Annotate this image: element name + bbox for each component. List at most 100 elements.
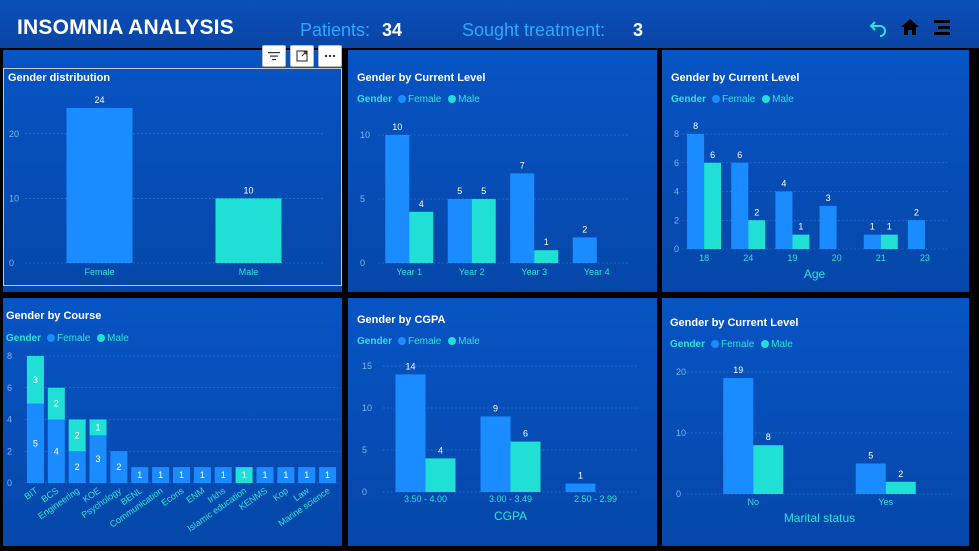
x-tick-label: Kop <box>271 485 290 502</box>
y-tick-label: 0 <box>676 489 681 499</box>
legend-female[interactable]: Female <box>408 94 442 105</box>
legend-male[interactable]: Male <box>771 339 793 350</box>
focus-mode-icon[interactable] <box>290 45 314 67</box>
y-tick-label: 2 <box>674 215 679 225</box>
female-dot-icon <box>711 340 720 348</box>
y-tick-label: 10 <box>362 403 372 413</box>
data-label: 2 <box>898 469 903 479</box>
chart-legend: Gender Female Male <box>670 339 795 350</box>
data-label: 6 <box>710 150 715 160</box>
x-tick-label: 23 <box>920 253 930 263</box>
data-label: 1 <box>221 470 226 480</box>
y-tick-label: 4 <box>7 415 12 425</box>
bar <box>395 374 426 492</box>
data-label: 24 <box>94 95 104 105</box>
bar <box>731 162 749 249</box>
legend-female[interactable]: Female <box>721 339 755 350</box>
data-label: 1 <box>887 222 892 232</box>
gender-by-age-tile[interactable]: Gender by Current Level Gender Female Mal… <box>662 50 969 292</box>
data-label: 6 <box>523 429 528 439</box>
male-dot-icon <box>448 337 457 345</box>
y-tick-label: 6 <box>674 158 679 168</box>
tile-title: Gender distribution <box>8 72 111 84</box>
bar <box>215 198 282 263</box>
bar <box>907 220 925 249</box>
bar <box>885 481 916 494</box>
home-icon[interactable] <box>898 16 922 38</box>
bar <box>880 234 898 249</box>
more-options-icon[interactable] <box>318 45 342 67</box>
gender-by-marital-tile[interactable]: Gender by Current Level Gender Female Mal… <box>662 298 969 546</box>
gender-by-course-tile[interactable]: Gender by Course Gender Female Male 0 2 4 6 8… <box>3 298 342 546</box>
x-tick-label: Yes <box>878 497 893 507</box>
bar-segment <box>319 467 337 483</box>
data-label: 9 <box>493 403 498 413</box>
gender-by-level-tile[interactable]: Gender by Current Level Gender Female Mal… <box>348 50 657 292</box>
y-tick-label: 0 <box>674 244 679 254</box>
chart-legend: Gender Female Male <box>357 336 482 347</box>
data-label: 1 <box>283 470 288 480</box>
data-label: 2 <box>914 207 919 217</box>
female-dot-icon <box>47 334 56 342</box>
legend-female[interactable]: Female <box>722 94 756 105</box>
y-tick-label: 5 <box>362 445 367 455</box>
data-label: 8 <box>766 432 771 442</box>
bar-segment <box>235 467 253 483</box>
female-dot-icon <box>398 95 407 103</box>
filter-icon[interactable] <box>262 45 286 67</box>
back-arrow-icon[interactable] <box>867 16 891 38</box>
bar <box>425 458 456 492</box>
bar <box>480 416 511 492</box>
y-tick-label: 8 <box>7 351 12 361</box>
data-label: 4 <box>781 179 786 189</box>
x-tick-label: 18 <box>699 253 709 263</box>
bar-segment <box>68 451 86 483</box>
bar-segment <box>47 387 65 420</box>
bar <box>565 483 596 492</box>
bar-segment <box>89 419 107 436</box>
bar <box>792 234 810 249</box>
y-tick-label: 5 <box>360 194 365 204</box>
legend-female[interactable]: Female <box>408 336 442 347</box>
bar <box>704 162 722 249</box>
x-tick-label: BIT <box>22 485 40 502</box>
y-tick-label: 4 <box>674 187 679 197</box>
x-tick-label: 21 <box>876 253 886 263</box>
chart-legend: Gender Female Male <box>357 94 482 105</box>
tile-title: Gender by Current Level <box>670 317 799 329</box>
bar <box>572 237 597 263</box>
menu-icon[interactable] <box>930 16 954 38</box>
legend-male[interactable]: Male <box>458 336 480 347</box>
gender-by-cgpa-tile[interactable]: Gender by CGPA Gender Female Male 0 5 10 15 1… <box>348 298 657 546</box>
bar <box>385 135 410 263</box>
y-tick-label: 0 <box>362 487 367 497</box>
legend-male[interactable]: Male <box>107 333 129 344</box>
data-label: 1 <box>242 470 247 480</box>
bar-segment <box>47 419 65 483</box>
legend-title: Gender <box>357 94 393 105</box>
y-tick-label: 20 <box>9 129 19 139</box>
data-label: 3 <box>826 193 831 203</box>
data-label: 1 <box>544 237 549 247</box>
bar-segment <box>110 451 128 483</box>
legend-female[interactable]: Female <box>57 333 91 344</box>
data-label: 2 <box>75 462 80 472</box>
data-label: 1 <box>200 470 205 480</box>
treatment-value: 3 <box>633 20 644 40</box>
bar-segment <box>298 467 316 483</box>
y-tick-label: 6 <box>7 383 12 393</box>
x-tick-label: 20 <box>832 253 842 263</box>
tile-title: Gender by Course <box>6 310 102 322</box>
bar <box>534 250 559 263</box>
bar <box>510 441 541 492</box>
page-title: INSOMNIA ANALYSIS <box>17 16 234 39</box>
gender-distribution-tile[interactable]: Gender distribution 0 10 20 24 Female 10 Male <box>3 50 342 292</box>
legend-male[interactable]: Male <box>458 94 480 105</box>
y-tick-label: 0 <box>7 478 12 488</box>
x-tick-label: 19 <box>787 253 797 263</box>
bar <box>819 205 837 249</box>
x-tick-label: Year 3 <box>521 267 547 277</box>
x-tick-label: 3.00 - 3.49 <box>489 494 532 504</box>
legend-male[interactable]: Male <box>772 94 794 105</box>
